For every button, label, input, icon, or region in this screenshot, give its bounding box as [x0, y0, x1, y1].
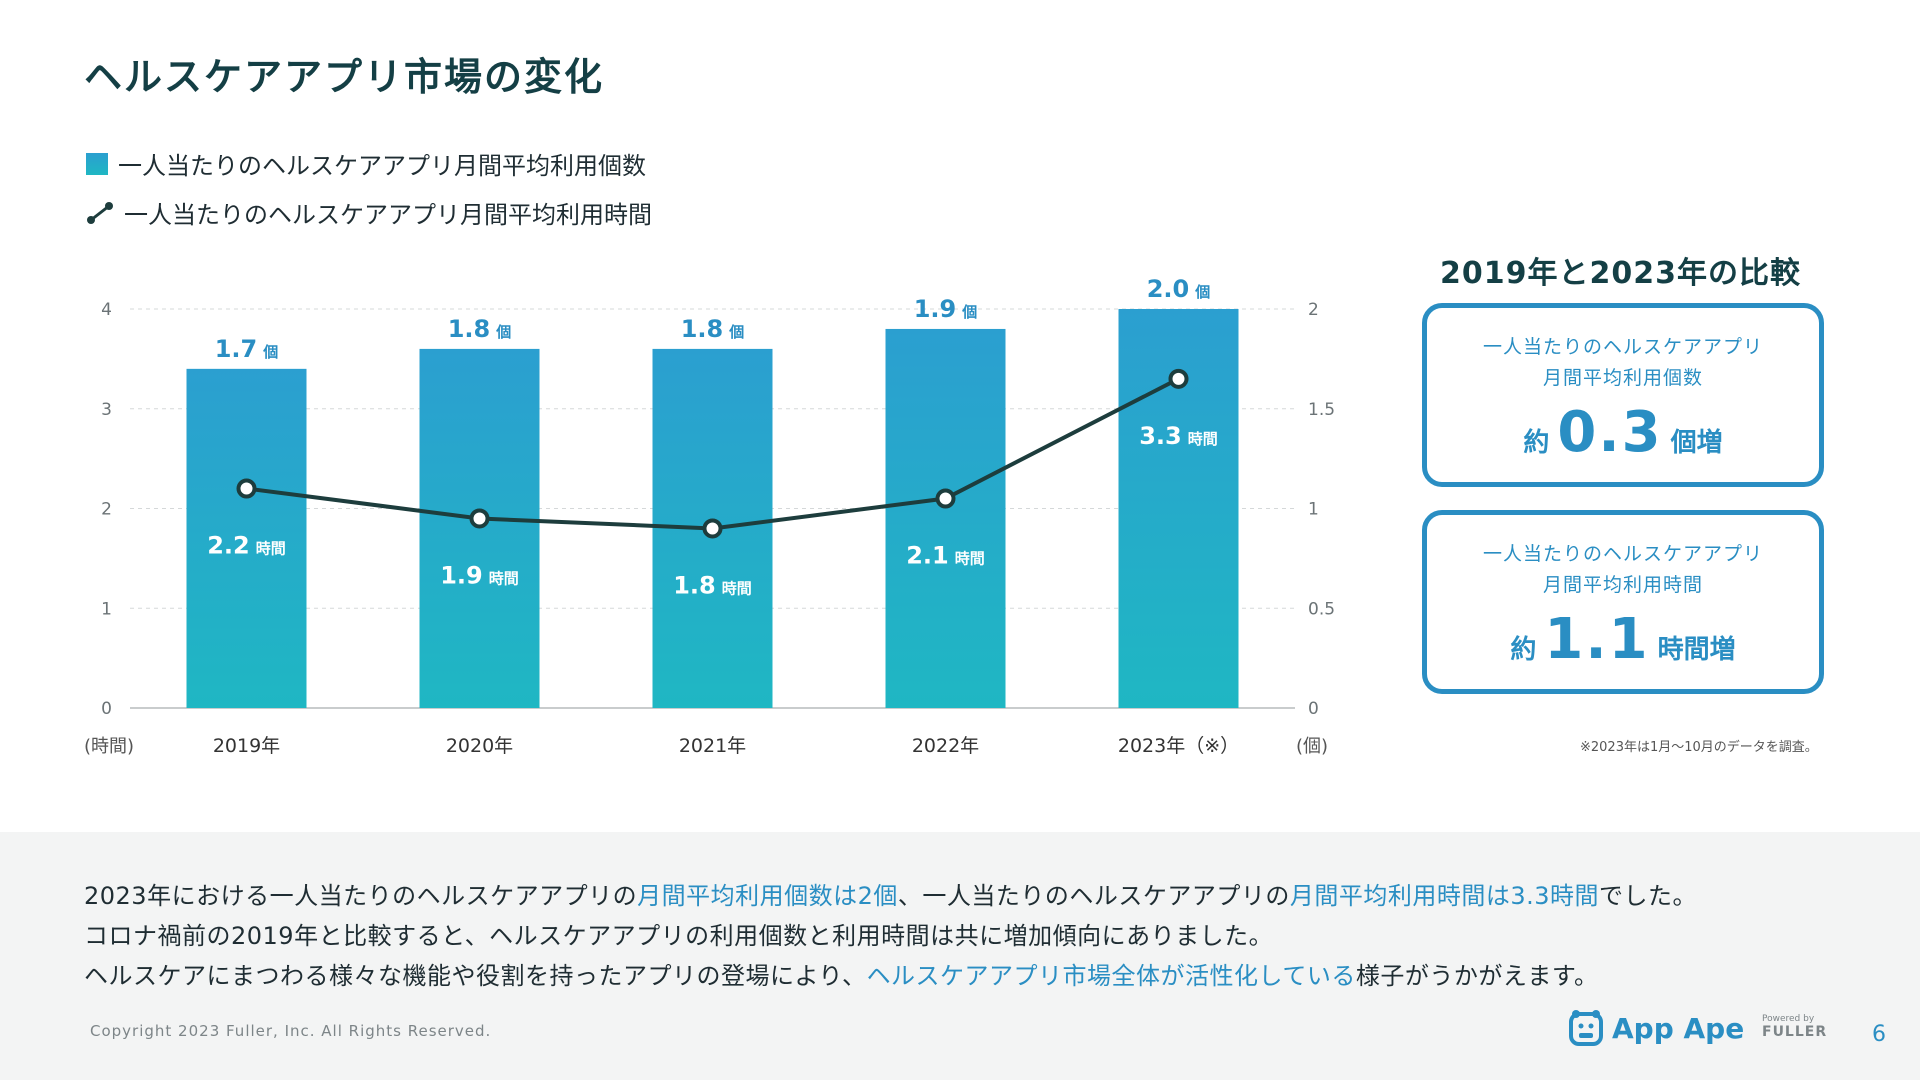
- summary-text: ヘルスケアにまつわる様々な機能や役割を持ったアプリの登場により、: [84, 962, 867, 990]
- comparison-card-count: 一人当たりのヘルスケアアプリ 月間平均利用個数 約 0.3 個増: [1422, 303, 1824, 487]
- card-value-suffix: 時間増: [1657, 635, 1736, 665]
- bar-swatch-icon: [86, 152, 108, 175]
- left-axis-tick: 3: [101, 400, 112, 420]
- bar-data-label: 1.7 個: [215, 335, 279, 363]
- summary-text: 、一人当たりのヘルスケアアプリの: [897, 882, 1290, 910]
- card-label-line1: 一人当たりのヘルスケアアプリ: [1482, 336, 1763, 358]
- left-axis-label: (時間): [84, 736, 134, 757]
- line-point: [469, 508, 490, 529]
- company-name: FULLER: [1762, 1024, 1828, 1040]
- legend-bar-label: 一人当たりのヘルスケアアプリ月間平均利用個数: [118, 152, 646, 180]
- left-axis-tick: 4: [101, 300, 112, 320]
- right-axis-label: (個): [1296, 736, 1328, 757]
- x-tick-label: 2021年: [679, 735, 746, 757]
- bar-data-label: 1.8 個: [681, 315, 745, 343]
- brand-logo: App Ape: [1568, 1008, 1744, 1048]
- bar: [885, 328, 1006, 708]
- card-value-number: 0.3: [1557, 400, 1663, 465]
- combo-chart: 0 1 2 3 4 0 0.5 1 1.5 2 (時間) (個) 1.7 個 2019年 1.8 個 2020年…: [84, 275, 1335, 757]
- bar-data-label: 1.8 個: [448, 315, 512, 343]
- summary-line-1: 2023年における一人当たりのヘルスケアアプリの月間平均利用個数は2個、一人当た…: [84, 876, 1697, 911]
- card-label-line2: 月間平均利用個数: [1542, 367, 1703, 389]
- line-point: [935, 488, 956, 509]
- powered-by-label: Powered by: [1762, 1014, 1815, 1024]
- comparison-title: 2019年と2023年の比較: [1440, 256, 1801, 291]
- left-axis-tick: 2: [101, 500, 112, 520]
- legend-line-label: 一人当たりのヘルスケアアプリ月間平均利用時間: [124, 201, 652, 229]
- page-title: ヘルスケアアプリ市場の変化: [84, 55, 605, 99]
- card-label-line2: 月間平均利用時間: [1542, 574, 1703, 596]
- legend-item-line: 一人当たりのヘルスケアアプリ月間平均利用時間: [86, 195, 652, 230]
- left-axis-tick: 0: [101, 699, 112, 719]
- summary-line-2: コロナ禍前の2019年と比較すると、ヘルスケアアプリの利用個数と利用時間は共に増…: [84, 922, 1274, 950]
- summary-line-3: ヘルスケアにまつわる様々な機能や役割を持ったアプリの登場により、ヘルスケアアプリ…: [84, 956, 1598, 991]
- right-axis-tick: 2: [1308, 300, 1319, 320]
- line-point: [702, 518, 723, 539]
- summary-text: でした。: [1599, 882, 1698, 910]
- powered-by: Powered by FULLER: [1762, 1014, 1827, 1040]
- card-value-prefix: 約: [1523, 428, 1550, 458]
- bar: [186, 368, 307, 708]
- line-point: [1168, 368, 1189, 389]
- bar-data-label: 2.0 個: [1147, 275, 1211, 303]
- card-value: 約 1.1 時間増: [1427, 607, 1819, 672]
- summary-text: 2023年における一人当たりのヘルスケアアプリの: [84, 882, 638, 910]
- right-axis-tick: 0: [1308, 699, 1319, 719]
- left-axis-tick: 1: [101, 599, 112, 619]
- legend-item-bar: 一人当たりのヘルスケアアプリ月間平均利用個数: [86, 146, 646, 181]
- card-value-suffix: 個増: [1670, 428, 1723, 458]
- card-label-line1: 一人当たりのヘルスケアアプリ: [1482, 543, 1763, 565]
- card-value: 約 0.3 個増: [1427, 400, 1819, 465]
- line-data-label: 3.3 時間: [1139, 422, 1218, 450]
- line-swatch-icon: [87, 201, 113, 224]
- x-tick-label: 2020年: [446, 735, 513, 757]
- right-axis-tick: 0.5: [1308, 599, 1335, 619]
- x-tick-label: 2023年（※）: [1118, 735, 1239, 757]
- summary-highlight: ヘルスケアアプリ市場全体が活性化している: [866, 962, 1356, 990]
- line-data-label: 2.2 時間: [207, 532, 286, 560]
- card-label: 一人当たりのヘルスケアアプリ 月間平均利用時間: [1427, 539, 1819, 601]
- comparison-card-time: 一人当たりのヘルスケアアプリ 月間平均利用時間 約 1.1 時間増: [1422, 510, 1824, 694]
- line-data-label: 2.1 時間: [906, 542, 985, 570]
- card-value-prefix: 約: [1510, 635, 1537, 665]
- copyright: Copyright 2023 Fuller, Inc. All Rights R…: [90, 1022, 492, 1040]
- x-tick-label: 2022年: [912, 735, 979, 757]
- right-axis-tick: 1: [1308, 500, 1319, 520]
- card-value-number: 1.1: [1544, 607, 1650, 672]
- x-tick-label: 2019年: [213, 735, 280, 757]
- summary-text: 様子がうかがえます。: [1355, 962, 1599, 990]
- card-label: 一人当たりのヘルスケアアプリ 月間平均利用個数: [1427, 332, 1819, 394]
- brand-name: App Ape: [1612, 1011, 1745, 1045]
- bar-data-label: 1.9 個: [914, 295, 978, 323]
- footnote: ※2023年は1月〜10月のデータを調査。: [1580, 740, 1818, 755]
- summary-highlight: 月間平均利用時間は3.3時間: [1289, 882, 1600, 910]
- summary-highlight: 月間平均利用個数は2個: [637, 882, 898, 910]
- line-data-label: 1.9 時間: [440, 561, 519, 589]
- page-number: 6: [1872, 1022, 1886, 1047]
- right-axis-tick: 1.5: [1308, 400, 1335, 420]
- line-data-label: 1.8 時間: [673, 571, 752, 599]
- line-point: [236, 478, 257, 499]
- app-ape-icon: [1569, 1010, 1603, 1046]
